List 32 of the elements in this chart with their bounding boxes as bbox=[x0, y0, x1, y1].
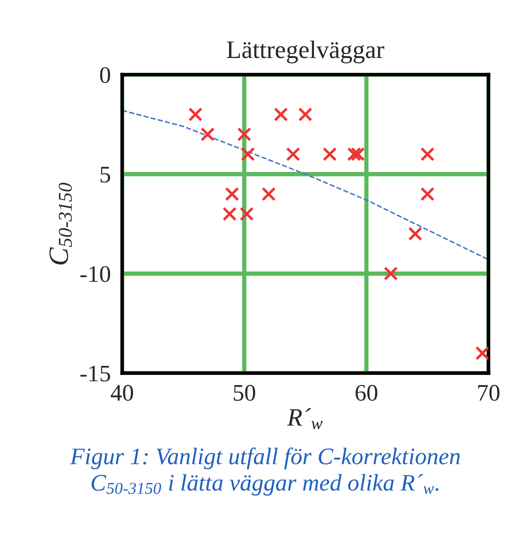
chart-title: Lättregelväggar bbox=[226, 40, 384, 64]
text: Figur 1: Vanligt utfall för C-korrektionen C$_{50-3150}$ i lätta väggar med olika R´$_{w}$. bbox=[70, 448, 460, 496]
point bbox=[262, 186, 276, 202]
point bbox=[200, 127, 215, 142]
point bbox=[350, 147, 365, 162]
point bbox=[420, 147, 435, 162]
point bbox=[237, 127, 252, 142]
point bbox=[188, 107, 202, 122]
x-tick-label: 50 bbox=[234, 384, 256, 401]
y-tick-label: -10 bbox=[80, 266, 110, 282]
point bbox=[240, 147, 255, 162]
x-axis-title: R´$_{w}$ bbox=[287, 408, 323, 430]
x-tick-label: 40 bbox=[110, 384, 134, 401]
point bbox=[384, 266, 398, 281]
point bbox=[240, 206, 254, 221]
y-tick-label: -15 bbox=[80, 366, 110, 382]
line-series bbox=[122, 110, 489, 260]
point bbox=[274, 107, 288, 122]
point bbox=[298, 107, 312, 122]
point bbox=[420, 186, 435, 202]
x-tick-label: 70 bbox=[478, 384, 500, 401]
x-tick-label: 60 bbox=[356, 384, 378, 401]
point bbox=[224, 186, 240, 202]
point bbox=[408, 226, 422, 241]
point bbox=[222, 206, 237, 221]
point bbox=[347, 147, 362, 162]
y-tick-label: 5 bbox=[100, 166, 110, 183]
y-axis-title: C$_{50-3150}$ bbox=[49, 182, 72, 265]
point bbox=[475, 346, 489, 360]
point bbox=[322, 147, 337, 162]
y-tick-label: 0 bbox=[100, 67, 110, 84]
point bbox=[286, 147, 300, 162]
